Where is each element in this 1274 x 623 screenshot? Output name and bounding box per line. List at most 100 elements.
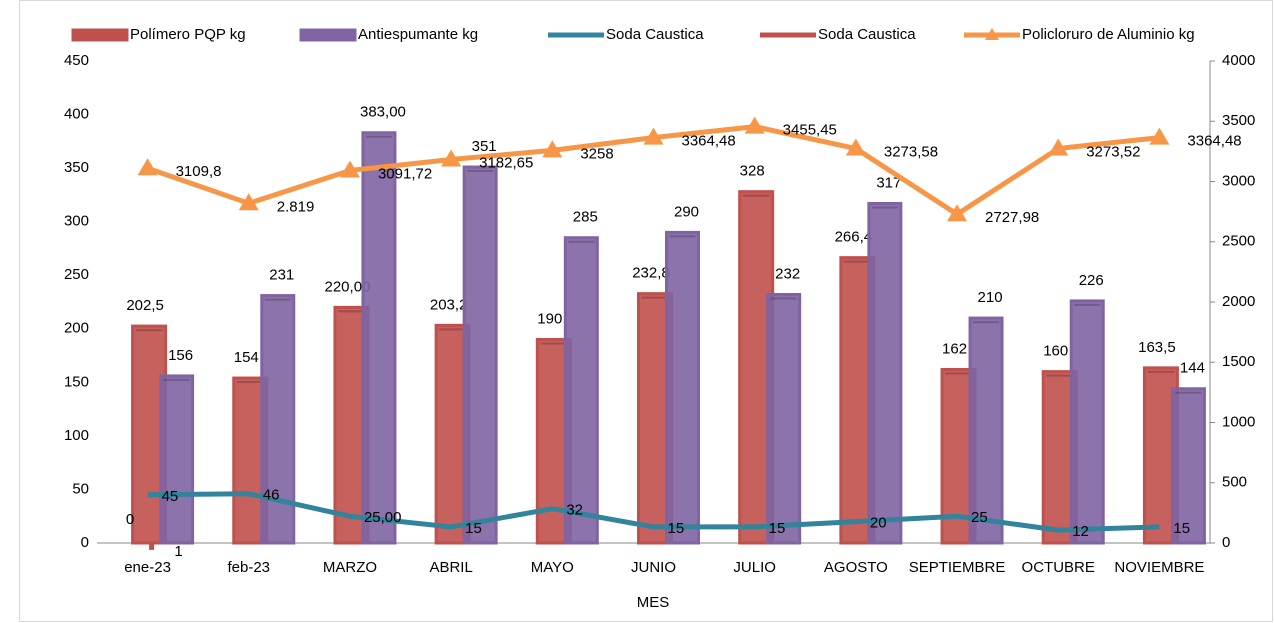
y-tick-label: 250 xyxy=(64,266,89,283)
data-label: 210 xyxy=(978,289,1003,306)
point-marker xyxy=(542,140,563,158)
data-label: 12 xyxy=(1072,523,1089,540)
data-label: 3182,65 xyxy=(479,154,533,171)
bar xyxy=(665,230,700,545)
point-marker xyxy=(1149,127,1170,145)
data-label: 46 xyxy=(263,487,280,504)
point-marker xyxy=(744,116,765,134)
bar xyxy=(361,131,397,545)
data-label: 15 xyxy=(668,520,685,537)
y2-tick-label: 3000 xyxy=(1222,172,1255,189)
legend-label: Policloruro de Aluminio kg xyxy=(1022,26,1195,43)
data-label: 15 xyxy=(1173,520,1190,537)
y2-tick-label: 4000 xyxy=(1222,52,1255,69)
data-label: 1 xyxy=(174,543,182,560)
data-label: 15 xyxy=(769,520,786,537)
data-label: 285 xyxy=(573,209,598,226)
data-label: 3109,8 xyxy=(176,163,222,180)
y-tick-label: 300 xyxy=(64,213,89,230)
x-tick-label: NOVIEMBRE xyxy=(1114,559,1204,576)
legend-marker xyxy=(985,28,999,40)
bar xyxy=(1069,299,1105,545)
y-tick-label: 100 xyxy=(64,427,89,444)
x-tick-label: JUNIO xyxy=(631,559,676,576)
y-tick-label: 200 xyxy=(64,320,89,337)
data-label: 15 xyxy=(465,520,482,537)
x-tick-label: feb-23 xyxy=(227,559,270,576)
data-label: 2.819 xyxy=(277,198,315,215)
bar xyxy=(766,293,802,545)
bar xyxy=(563,236,599,545)
data-label: 154 xyxy=(234,349,259,366)
data-label: 220,00 xyxy=(325,278,371,295)
data-label: 203,2 xyxy=(430,296,468,313)
x-tick-label: OCTUBRE xyxy=(1022,559,1095,576)
point-marker xyxy=(947,204,968,222)
legend-label: Soda Caustica xyxy=(818,26,916,43)
legend-label: Polímero PQP kg xyxy=(130,26,246,43)
data-label: 144 xyxy=(1180,360,1205,377)
legend-label: Antiespumante kg xyxy=(358,26,478,43)
x-tick-label: SEPTIEMBRE xyxy=(909,559,1006,576)
data-label: 231 xyxy=(269,267,294,284)
data-label: 163,5 xyxy=(1138,339,1176,356)
data-label: 226 xyxy=(1079,272,1104,289)
point-marker xyxy=(137,158,158,176)
data-label: 328 xyxy=(740,163,765,180)
data-label: 20 xyxy=(870,515,887,532)
data-label: 232,8 xyxy=(632,265,670,282)
chart-border xyxy=(19,0,1273,622)
data-label: 202,5 xyxy=(126,297,164,314)
data-label: 32 xyxy=(566,502,583,519)
point-marker xyxy=(845,138,866,156)
data-label: 351 xyxy=(472,138,497,155)
line xyxy=(147,491,1160,533)
data-label: 2727,98 xyxy=(985,209,1039,226)
point-marker xyxy=(643,127,664,145)
bar xyxy=(159,374,195,545)
y-tick-label: 350 xyxy=(64,159,89,176)
data-label: 232 xyxy=(775,265,800,282)
data-label: 383,00 xyxy=(360,104,406,121)
point-marker xyxy=(441,149,462,167)
data-label: 160 xyxy=(1043,343,1068,360)
y-tick-label: 150 xyxy=(64,373,89,390)
y2-tick-label: 500 xyxy=(1222,474,1247,491)
data-label: 190 xyxy=(537,310,562,327)
data-label: 266,4 xyxy=(835,229,873,246)
data-label: 3455,45 xyxy=(783,122,837,139)
data-label: 162 xyxy=(942,340,967,357)
data-label: 290 xyxy=(674,203,699,220)
data-label: 45 xyxy=(162,488,179,505)
annotation: 0 xyxy=(126,511,134,528)
data-label: 3091,72 xyxy=(378,165,432,182)
y2-tick-label: 3500 xyxy=(1222,112,1255,129)
x-tick-label: ABRIL xyxy=(429,559,472,576)
data-label: 317 xyxy=(876,174,901,191)
data-label: 3364,48 xyxy=(682,133,736,150)
y-tick-label: 0 xyxy=(81,534,89,551)
y-tick-label: 450 xyxy=(64,52,89,69)
y2-tick-label: 2500 xyxy=(1222,233,1255,250)
x-tick-label: MARZO xyxy=(323,559,377,576)
bar xyxy=(462,165,498,545)
x-axis-label: MES xyxy=(637,594,670,611)
y2-tick-label: 0 xyxy=(1222,534,1230,551)
point-marker xyxy=(339,160,360,178)
data-label: 3273,52 xyxy=(1086,144,1140,161)
data-label: 156 xyxy=(168,347,193,364)
legend-swatch xyxy=(299,28,357,42)
legend-label: Soda Caustica xyxy=(606,26,704,43)
y-tick-label: 50 xyxy=(72,480,89,497)
data-label: 25,00 xyxy=(364,509,402,526)
bar xyxy=(968,316,1004,545)
x-tick-label: AGOSTO xyxy=(824,559,888,576)
bar xyxy=(867,201,903,545)
y2-tick-label: 1000 xyxy=(1222,413,1255,430)
bar xyxy=(260,294,296,545)
data-label: 3273,58 xyxy=(884,144,938,161)
x-tick-label: JULIO xyxy=(733,559,776,576)
data-label: 3364,48 xyxy=(1187,133,1241,150)
legend-swatch xyxy=(71,28,129,42)
